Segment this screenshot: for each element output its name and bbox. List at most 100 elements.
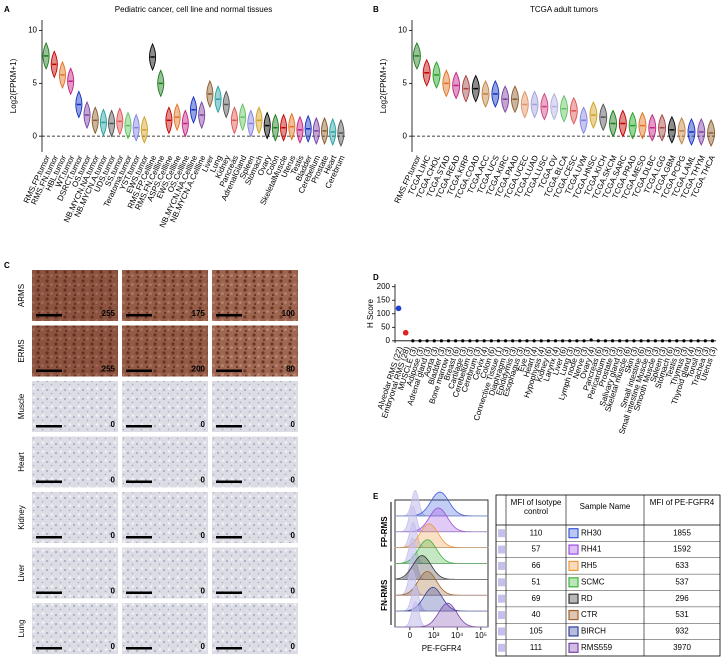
pe-mfi: 531 [675, 610, 689, 619]
panel-letter: A [4, 5, 10, 14]
mean-dot [546, 339, 550, 343]
sample-swatch [568, 528, 579, 539]
mean-dot [568, 339, 572, 343]
stain-intensity [212, 492, 298, 543]
mean-dot [395, 305, 402, 312]
scale-bar [36, 591, 62, 594]
pe-mfi: 633 [675, 561, 689, 570]
sample-name: SCMC [581, 577, 605, 586]
isotype-swatch [498, 643, 505, 652]
pe-mfi: 3970 [673, 643, 691, 652]
scale-bar [216, 536, 242, 539]
mean-dot [496, 339, 501, 343]
ihc-image [212, 381, 298, 432]
sample-name: RMS559 [581, 643, 613, 652]
isotype-mfi: 51 [532, 577, 541, 586]
y-tick-label: 0 [33, 131, 38, 140]
y-axis-label: Log2(FPKM+1) [379, 58, 388, 113]
mean-dot [582, 339, 586, 343]
mean-dot [703, 339, 707, 343]
h-score: 0 [111, 531, 116, 540]
sample-swatch [568, 577, 579, 588]
pe-mfi: 1592 [673, 545, 691, 554]
panel-title: TCGA adult tumors [530, 5, 598, 14]
scale-bar [126, 591, 152, 594]
y-tick-label: 0 [403, 131, 408, 140]
x-tick-label: 10⁴ [451, 631, 464, 640]
isotype-mfi: 57 [532, 545, 541, 554]
h-score: 0 [201, 476, 206, 485]
isotype-mfi: 111 [530, 643, 543, 652]
isotype-swatch [498, 611, 505, 620]
row-label: Kidney [17, 505, 26, 529]
mean-dot [660, 339, 665, 343]
mean-dot [525, 339, 529, 343]
mean-dot [646, 339, 650, 343]
pe-mfi: 296 [675, 594, 689, 603]
stain-intensity [122, 325, 208, 377]
h-score: 175 [192, 309, 206, 318]
h-score: 0 [291, 587, 296, 596]
sample-name: RH30 [581, 528, 602, 537]
stain-intensity [122, 381, 208, 432]
ihc-image [122, 547, 208, 599]
h-score: 0 [201, 587, 206, 596]
ihc-image [122, 603, 208, 654]
isotype-mfi: 69 [532, 594, 541, 603]
header-cell: Sample Name [579, 502, 631, 511]
isotype-mfi: 105 [529, 627, 543, 636]
pe-mfi: 932 [675, 627, 689, 636]
mean-dot [675, 339, 679, 343]
scale-bar [216, 647, 242, 650]
mean-dot [446, 339, 451, 343]
column-header: MFI of PE-FGFR4 [649, 498, 715, 507]
row-label: Muscle [17, 393, 26, 419]
mean-dot [518, 339, 522, 343]
isotype-mfi: 66 [532, 561, 541, 570]
stain-intensity [32, 325, 118, 377]
mean-dot [489, 339, 493, 343]
stain-intensity [212, 603, 298, 654]
isotype-mfi: 110 [530, 528, 543, 537]
mean-dot [682, 339, 686, 343]
y-axis-label: Log2(FPKM+1) [9, 58, 18, 113]
stain-intensity [212, 325, 298, 377]
mean-dot [596, 339, 600, 343]
scale-bar [126, 480, 152, 483]
scale-bar [36, 425, 62, 428]
mean-dot [696, 339, 700, 343]
isotype-swatch [498, 627, 505, 636]
ihc-image [212, 436, 298, 488]
stain-intensity [212, 548, 298, 599]
ihc-image [32, 547, 118, 599]
mean-dot [425, 339, 429, 343]
h-score: 0 [201, 420, 206, 429]
mean-dot [439, 339, 443, 343]
row-label: ARMS [17, 284, 26, 307]
mean-dot [689, 339, 693, 343]
scale-bar [126, 314, 152, 317]
mean-dot [411, 339, 415, 343]
sample-name: RH41 [581, 545, 602, 554]
h-score: 0 [291, 420, 296, 429]
column-header: Sample Name [579, 502, 631, 511]
scale-bar [216, 480, 242, 483]
h-score: 0 [111, 642, 116, 651]
stain-intensity [32, 437, 118, 488]
h-score: 0 [291, 642, 296, 651]
group-label: FP-RMS [380, 516, 389, 547]
mean-dot [461, 339, 465, 343]
scale-bar [36, 480, 62, 483]
y-tick-label: 0 [386, 336, 391, 345]
y-tick-label: 150 [377, 295, 391, 304]
h-score: 0 [291, 476, 296, 485]
sample-name: BIRCH [581, 627, 606, 636]
mean-dot [503, 339, 508, 343]
panel-letter: C [4, 261, 10, 270]
stain-intensity [212, 270, 298, 321]
stain-intensity [122, 270, 208, 321]
ihc-image [122, 381, 208, 432]
scale-bar [216, 314, 242, 317]
mean-dot [668, 339, 672, 343]
